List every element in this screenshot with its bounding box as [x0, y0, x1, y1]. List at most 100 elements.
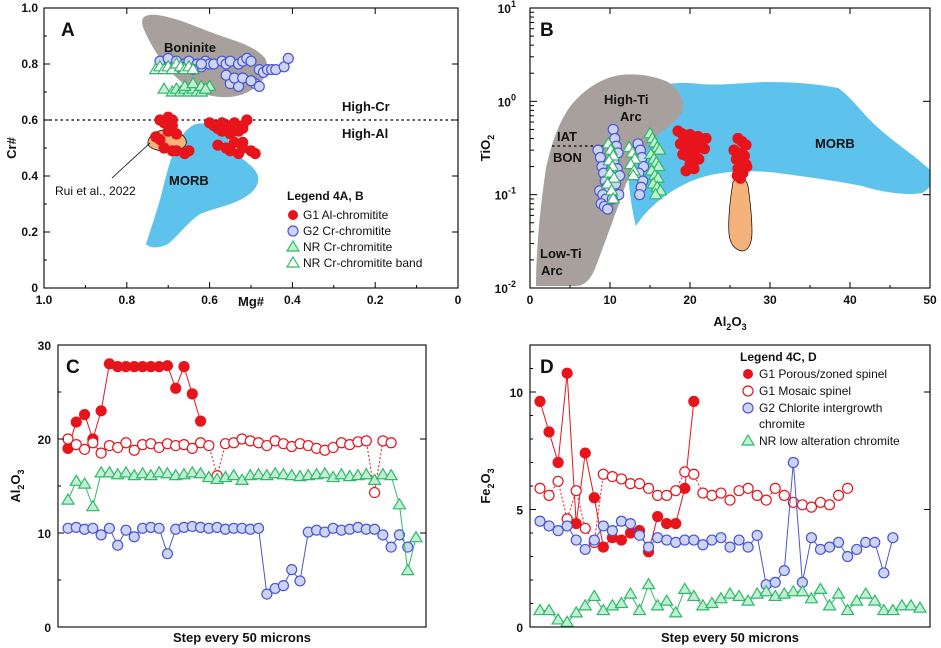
point-d-0 — [588, 492, 600, 504]
point-c-1 — [95, 447, 107, 459]
point-d-1 — [842, 482, 854, 494]
point-d-1 — [814, 496, 827, 509]
point-c-0 — [178, 361, 190, 373]
x-tick-label-a: 0.2 — [367, 293, 384, 307]
point-d-2 — [652, 532, 664, 544]
point-d-1 — [570, 485, 582, 497]
point-c-0 — [70, 416, 82, 428]
legend-d-g2-label: G2 Chlorite intergrowth — [759, 401, 882, 415]
x-axis-title-c: Step every 50 microns — [173, 630, 311, 645]
point-d-1 — [679, 466, 691, 478]
point-c-2 — [385, 541, 397, 553]
point-c-0 — [170, 382, 182, 394]
x-tick-label-a: 0.4 — [284, 293, 301, 307]
point-a-0 — [183, 145, 195, 157]
legend-d-mosaic-marker — [742, 385, 754, 397]
point-d-1 — [579, 522, 591, 534]
point-c-1 — [128, 444, 140, 456]
point-d-1 — [642, 482, 655, 494]
point-c-2 — [368, 523, 381, 535]
x-tick-label-a: 1.0 — [36, 293, 53, 307]
legend-a-nrband-marker — [285, 255, 301, 268]
point-d-2 — [751, 529, 763, 541]
point-b-2 — [652, 142, 667, 155]
point-d-2 — [624, 517, 637, 530]
point-d-0 — [624, 527, 637, 539]
point-d-3 — [569, 605, 584, 618]
point-d-3 — [867, 593, 882, 606]
morb-label-b: MORB — [815, 136, 855, 151]
point-d-1 — [633, 478, 646, 490]
point-c-3 — [268, 466, 283, 479]
series-line-d-2 — [539, 462, 894, 586]
y-tick-label-b: 10-1 — [495, 186, 516, 203]
point-d-2 — [851, 543, 863, 556]
point-d-3 — [722, 586, 738, 599]
point-c-1 — [360, 435, 372, 447]
point-d-0 — [543, 426, 555, 438]
point-d-3 — [903, 598, 919, 611]
point-c-3 — [400, 563, 415, 576]
x-axis-title-d: Step every 50 microns — [661, 630, 799, 645]
y-tick-label-c: 10 — [38, 527, 52, 541]
point-d-1 — [670, 485, 682, 497]
point-d-2 — [823, 541, 836, 553]
point-d-1 — [697, 487, 709, 499]
point-b-1 — [607, 123, 619, 136]
y-tick-label-a: 0.2 — [21, 225, 38, 239]
point-b-3 — [606, 191, 621, 204]
legend-a-g2-marker — [287, 225, 299, 237]
point-c-1 — [87, 437, 99, 449]
point-d-1 — [778, 489, 790, 501]
point-d-1 — [832, 489, 845, 501]
y-axis-title-a: Cr# — [4, 136, 19, 158]
point-c-3 — [317, 466, 332, 479]
legend-a-g1-marker — [288, 210, 298, 220]
point-d-3 — [876, 603, 891, 616]
point-d-1 — [661, 489, 673, 501]
y-tick-label-a: 1.0 — [21, 1, 38, 15]
point-a-2 — [185, 76, 201, 89]
point-d-2 — [832, 536, 845, 549]
point-d-3 — [741, 593, 756, 606]
legend-a-nrband-label: NR Cr-chromitite band — [303, 256, 422, 270]
legend-d-g1-label: G1 Porous/zoned spinel — [759, 367, 887, 381]
point-d-0 — [552, 456, 564, 469]
legend-a: Legend 4A, B G1 Al-chromitite G2 Cr-chro… — [285, 189, 422, 270]
point-d-0 — [561, 367, 573, 379]
point-c-3 — [392, 497, 407, 510]
point-d-3 — [659, 593, 674, 606]
point-d-0 — [579, 447, 591, 459]
point-d-3 — [795, 584, 810, 597]
point-d-0 — [679, 482, 691, 494]
point-d-3 — [912, 601, 928, 613]
high-cr-label: High-Cr — [342, 99, 390, 114]
y-tick-label-a: 0.4 — [21, 169, 38, 183]
x-tick-label-b: 30 — [763, 293, 777, 307]
point-d-0 — [688, 395, 700, 407]
point-d-1 — [552, 475, 564, 487]
point-d-3 — [858, 586, 873, 599]
point-c-3 — [251, 467, 266, 480]
point-c-3 — [118, 465, 134, 478]
point-c-3 — [276, 467, 291, 480]
rui-field-b — [728, 177, 753, 252]
plot-frame-d — [529, 344, 931, 628]
point-c-2 — [128, 531, 140, 543]
point-d-1 — [606, 471, 618, 483]
point-c-3 — [69, 474, 84, 486]
point-d-1 — [760, 494, 772, 506]
point-d-1 — [615, 473, 628, 485]
series-line-c-3 — [67, 472, 417, 571]
point-d-2 — [869, 536, 881, 549]
point-d-2 — [778, 564, 790, 577]
point-d-1 — [706, 489, 718, 501]
point-d-1 — [805, 501, 818, 513]
point-c-1 — [70, 439, 82, 451]
y-axis-title-c: Al2O3 — [8, 469, 26, 502]
point-c-2 — [286, 564, 298, 576]
point-c-2 — [120, 524, 132, 536]
panel-d: 0 5 10 D Step every 50 microns Fe2O3 Legen… — [478, 344, 931, 645]
point-d-1 — [543, 489, 555, 501]
